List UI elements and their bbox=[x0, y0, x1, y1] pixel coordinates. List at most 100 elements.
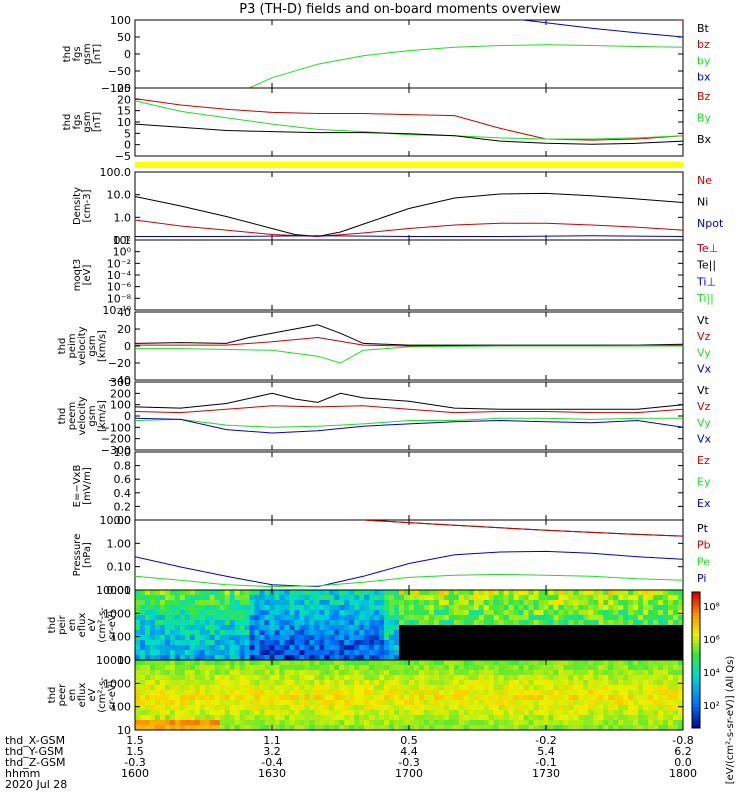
heatmap-cell bbox=[144, 715, 151, 721]
heatmap-cell bbox=[573, 600, 579, 606]
heatmap-cell bbox=[648, 665, 654, 671]
spectrogram-ion bbox=[135, 590, 684, 661]
heatmap-cell bbox=[658, 625, 664, 631]
heatmap-cell bbox=[433, 690, 440, 696]
heatmap-cell bbox=[558, 665, 564, 671]
heatmap-cell bbox=[523, 680, 530, 686]
heatmap-cell bbox=[149, 620, 156, 626]
heatmap-cell bbox=[219, 650, 226, 656]
heatmap-cell bbox=[623, 645, 629, 651]
heatmap-cell bbox=[369, 600, 375, 606]
heatmap-cell bbox=[314, 670, 320, 676]
heatmap-cell bbox=[404, 685, 410, 691]
heatmap-cell bbox=[384, 660, 390, 666]
heatmap-cell bbox=[169, 695, 176, 701]
heatmap-cell bbox=[384, 665, 390, 671]
heatmap-cell bbox=[364, 600, 370, 606]
heatmap-cell bbox=[244, 635, 251, 641]
heatmap-cell bbox=[573, 635, 579, 641]
colorbar-step bbox=[692, 704, 700, 709]
heatmap-cell bbox=[503, 655, 510, 661]
heatmap-cell bbox=[608, 630, 614, 636]
heatmap-cell bbox=[548, 695, 554, 701]
heatmap-cell bbox=[354, 715, 360, 721]
heatmap-cell bbox=[438, 600, 445, 606]
heatmap-cell bbox=[648, 615, 654, 621]
heatmap-cell bbox=[204, 635, 211, 641]
heatmap-cell bbox=[558, 625, 564, 631]
heatmap-cell bbox=[528, 590, 535, 596]
heatmap-cell bbox=[364, 675, 370, 681]
heatmap-cell bbox=[498, 645, 505, 651]
heatmap-cell bbox=[678, 645, 684, 651]
heatmap-cell bbox=[523, 590, 530, 596]
heatmap-cell bbox=[409, 590, 415, 596]
heatmap-cell bbox=[324, 625, 330, 631]
heatmap-cell bbox=[264, 610, 271, 616]
heatmap-cell bbox=[179, 725, 186, 731]
heatmap-cell bbox=[174, 675, 181, 681]
heatmap-cell bbox=[379, 670, 385, 676]
heatmap-cell bbox=[304, 630, 310, 636]
heatmap-cell bbox=[389, 675, 395, 681]
heatmap-cell bbox=[593, 625, 599, 631]
heatmap-cell bbox=[349, 635, 355, 641]
heatmap-cell bbox=[389, 625, 395, 631]
heatmap-cell bbox=[483, 635, 490, 641]
heatmap-cell bbox=[309, 720, 315, 726]
y-axis-label: eV bbox=[87, 688, 98, 701]
heatmap-cell bbox=[518, 600, 525, 606]
heatmap-cell bbox=[399, 660, 405, 666]
heatmap-cell bbox=[423, 665, 430, 671]
heatmap-cell bbox=[658, 595, 664, 601]
heatmap-cell bbox=[598, 610, 604, 616]
panel-frame bbox=[134, 451, 684, 521]
heatmap-cell bbox=[144, 650, 151, 656]
heatmap-cell bbox=[643, 680, 649, 686]
heatmap-cell bbox=[513, 615, 520, 621]
heatmap-cell bbox=[169, 620, 176, 626]
heatmap-cell bbox=[458, 625, 465, 631]
heatmap-cell bbox=[528, 650, 535, 656]
heatmap-cell bbox=[209, 670, 216, 676]
heatmap-cell bbox=[433, 610, 440, 616]
heatmap-cell bbox=[279, 725, 285, 731]
legend-te: Te⊥ bbox=[696, 242, 718, 255]
heatmap-cell bbox=[374, 640, 380, 646]
heatmap-cell bbox=[448, 715, 455, 721]
heatmap-cell bbox=[274, 620, 280, 626]
heatmap-cell bbox=[553, 670, 559, 676]
heatmap-cell bbox=[548, 700, 554, 706]
heatmap-cell bbox=[628, 635, 634, 641]
colorbar-tick-label: 10² bbox=[703, 701, 720, 712]
heatmap-cell bbox=[199, 605, 206, 611]
heatmap-cell bbox=[593, 655, 599, 661]
heatmap-cell bbox=[389, 640, 395, 646]
heatmap-cell bbox=[648, 655, 654, 661]
heatmap-cell bbox=[179, 610, 186, 616]
heatmap-cell bbox=[483, 645, 490, 651]
heatmap-cell bbox=[274, 645, 280, 651]
heatmap-cell bbox=[409, 720, 415, 726]
heatmap-cell bbox=[423, 715, 430, 721]
heatmap-cell bbox=[214, 625, 221, 631]
heatmap-cell bbox=[349, 665, 355, 671]
heatmap-cell bbox=[493, 700, 500, 706]
heatmap-cell bbox=[294, 625, 300, 631]
heatmap-cell bbox=[488, 630, 495, 636]
heatmap-cell bbox=[209, 700, 216, 706]
heatmap-cell bbox=[229, 590, 236, 596]
heatmap-cell bbox=[359, 600, 365, 606]
colorbar-step bbox=[692, 612, 700, 617]
heatmap-cell bbox=[448, 680, 455, 686]
heatmap-cell bbox=[583, 640, 589, 646]
heatmap-cell bbox=[144, 620, 151, 626]
heatmap-cell bbox=[548, 685, 554, 691]
heatmap-cell bbox=[364, 610, 370, 616]
heatmap-cell bbox=[668, 655, 674, 661]
heatmap-cell bbox=[478, 605, 485, 611]
heatmap-cell bbox=[448, 710, 455, 716]
heatmap-cell bbox=[608, 680, 614, 686]
series-blue-line bbox=[135, 417, 683, 434]
